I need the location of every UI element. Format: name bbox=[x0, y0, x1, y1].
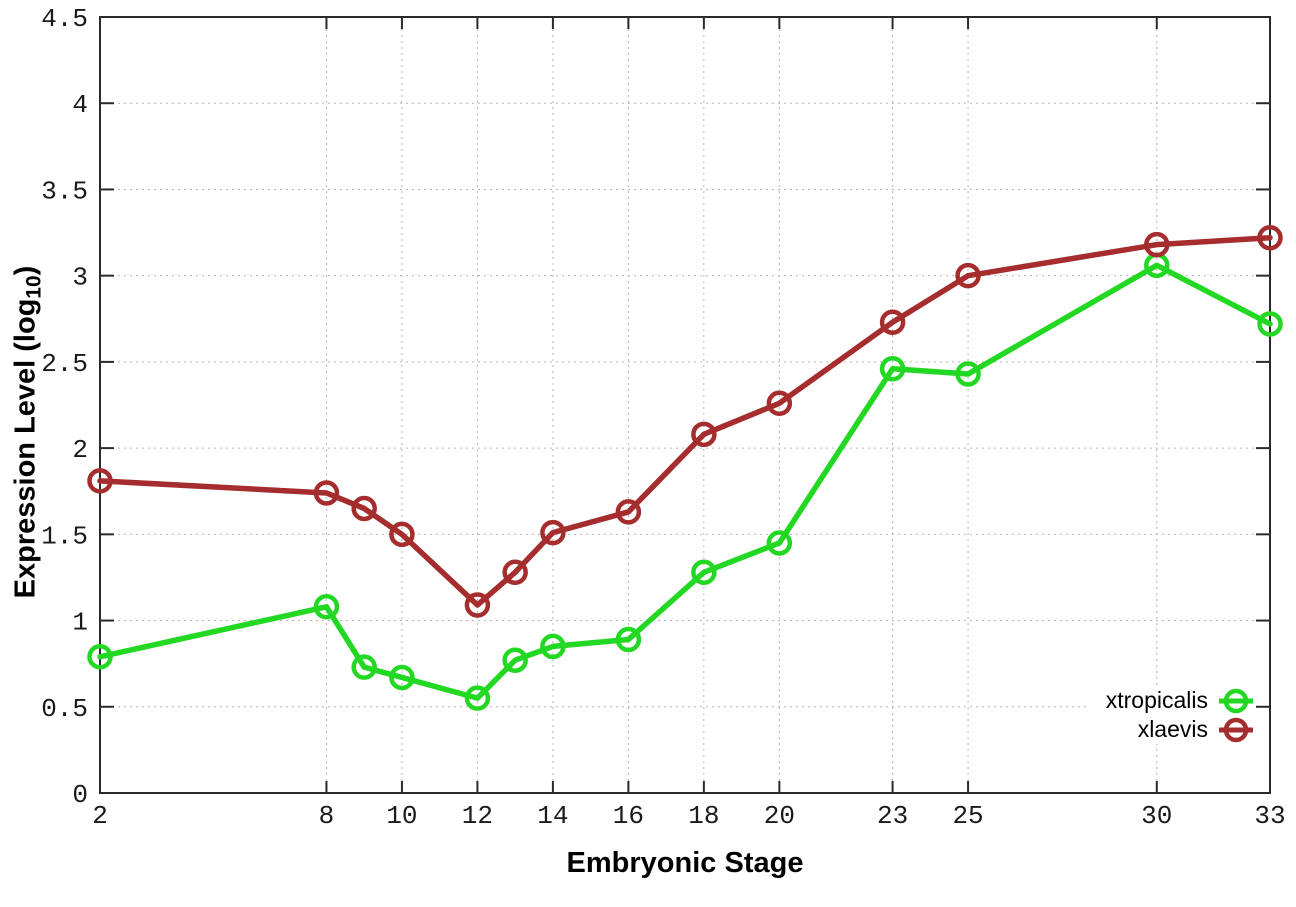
data-point-xtropicalis-stage-2 bbox=[87, 644, 113, 670]
y-tick-label: 3.5 bbox=[41, 176, 88, 206]
data-point-xtropicalis-stage-9 bbox=[351, 654, 377, 680]
data-point-xlaevis-stage-18 bbox=[691, 421, 717, 448]
legend-item-xlaevis: xlaevis bbox=[1105, 715, 1255, 744]
x-tick-label: 14 bbox=[537, 801, 568, 831]
data-point-xlaevis-stage-14 bbox=[540, 519, 566, 546]
y-axis-title-text: Expression Level (log bbox=[9, 298, 42, 599]
data-point-xlaevis-stage-20 bbox=[766, 390, 793, 417]
x-tick-label: 20 bbox=[764, 801, 795, 831]
y-tick-label: 2.5 bbox=[41, 349, 88, 379]
x-tick-label: 33 bbox=[1254, 801, 1285, 831]
data-point-xlaevis-stage-13 bbox=[502, 559, 528, 586]
y-tick-label: 4.5 bbox=[41, 4, 88, 34]
series-line-xtropicalis bbox=[97, 262, 1273, 701]
x-tick-label: 18 bbox=[688, 801, 719, 831]
data-point-xlaevis-stage-2 bbox=[87, 468, 113, 494]
legend-marker-xtropicalis bbox=[1219, 688, 1253, 713]
x-tick-label: 2 bbox=[92, 801, 108, 831]
legend-label-xtropicalis: xtropicalis bbox=[1105, 687, 1208, 713]
data-point-xlaevis-stage-8 bbox=[313, 480, 340, 506]
data-point-xtropicalis-stage-13 bbox=[502, 647, 528, 673]
legend-marker-xlaevis bbox=[1219, 717, 1253, 742]
y-tick-label: 2 bbox=[72, 435, 88, 465]
x-tick-label: 16 bbox=[613, 801, 644, 831]
y-tick-label: 3 bbox=[72, 263, 88, 293]
data-point-xtropicalis-stage-20 bbox=[766, 530, 793, 556]
y-tick-label: 4 bbox=[72, 90, 88, 120]
data-point-xlaevis-stage-25 bbox=[955, 262, 981, 289]
data-point-xtropicalis-stage-12 bbox=[464, 685, 491, 711]
data-point-xtropicalis-stage-25 bbox=[955, 361, 981, 387]
data-point-xlaevis-stage-10 bbox=[389, 521, 415, 548]
data-point-xlaevis-stage-12 bbox=[464, 592, 491, 618]
x-tick-label: 23 bbox=[877, 801, 908, 831]
data-point-xlaevis-stage-33 bbox=[1257, 224, 1283, 251]
x-tick-label: 8 bbox=[319, 801, 335, 831]
y-tick-label: 0.5 bbox=[41, 694, 88, 724]
y-axis-title-subscript: 10 bbox=[22, 275, 46, 299]
y-axis-title-close: ) bbox=[9, 265, 42, 276]
y-axis-title: Expression Level (log10) bbox=[10, 266, 47, 599]
x-axis-title: Embryonic Stage bbox=[566, 847, 804, 879]
data-point-xtropicalis-stage-33 bbox=[1257, 311, 1283, 337]
data-point-xlaevis-stage-23 bbox=[879, 309, 906, 335]
x-tick-label: 25 bbox=[952, 801, 983, 831]
plot-border bbox=[99, 16, 1271, 794]
data-point-xtropicalis-stage-14 bbox=[540, 633, 566, 660]
data-point-xlaevis-stage-9 bbox=[351, 495, 377, 522]
data-point-xtropicalis-stage-16 bbox=[615, 626, 642, 653]
y-tick-label: 1 bbox=[72, 608, 88, 638]
x-tick-label: 30 bbox=[1141, 801, 1172, 831]
data-point-xlaevis-stage-30 bbox=[1144, 231, 1170, 258]
data-point-xtropicalis-stage-8 bbox=[313, 594, 340, 620]
y-tick-label: 0 bbox=[72, 780, 88, 810]
data-point-xlaevis-stage-16 bbox=[615, 499, 642, 525]
legend-item-xtropicalis: xtropicalis bbox=[1105, 686, 1255, 715]
data-point-xtropicalis-stage-18 bbox=[691, 559, 717, 586]
data-point-xtropicalis-stage-23 bbox=[879, 356, 906, 382]
data-point-xtropicalis-stage-10 bbox=[389, 664, 415, 691]
legend: xtropicalis xlaevis bbox=[1087, 686, 1255, 744]
y-tick-label: 1.5 bbox=[41, 521, 88, 551]
x-tick-label: 12 bbox=[462, 801, 493, 831]
x-tick-label: 10 bbox=[386, 801, 417, 831]
legend-label-xlaevis: xlaevis bbox=[1137, 716, 1208, 742]
series-line-xlaevis bbox=[97, 234, 1273, 608]
